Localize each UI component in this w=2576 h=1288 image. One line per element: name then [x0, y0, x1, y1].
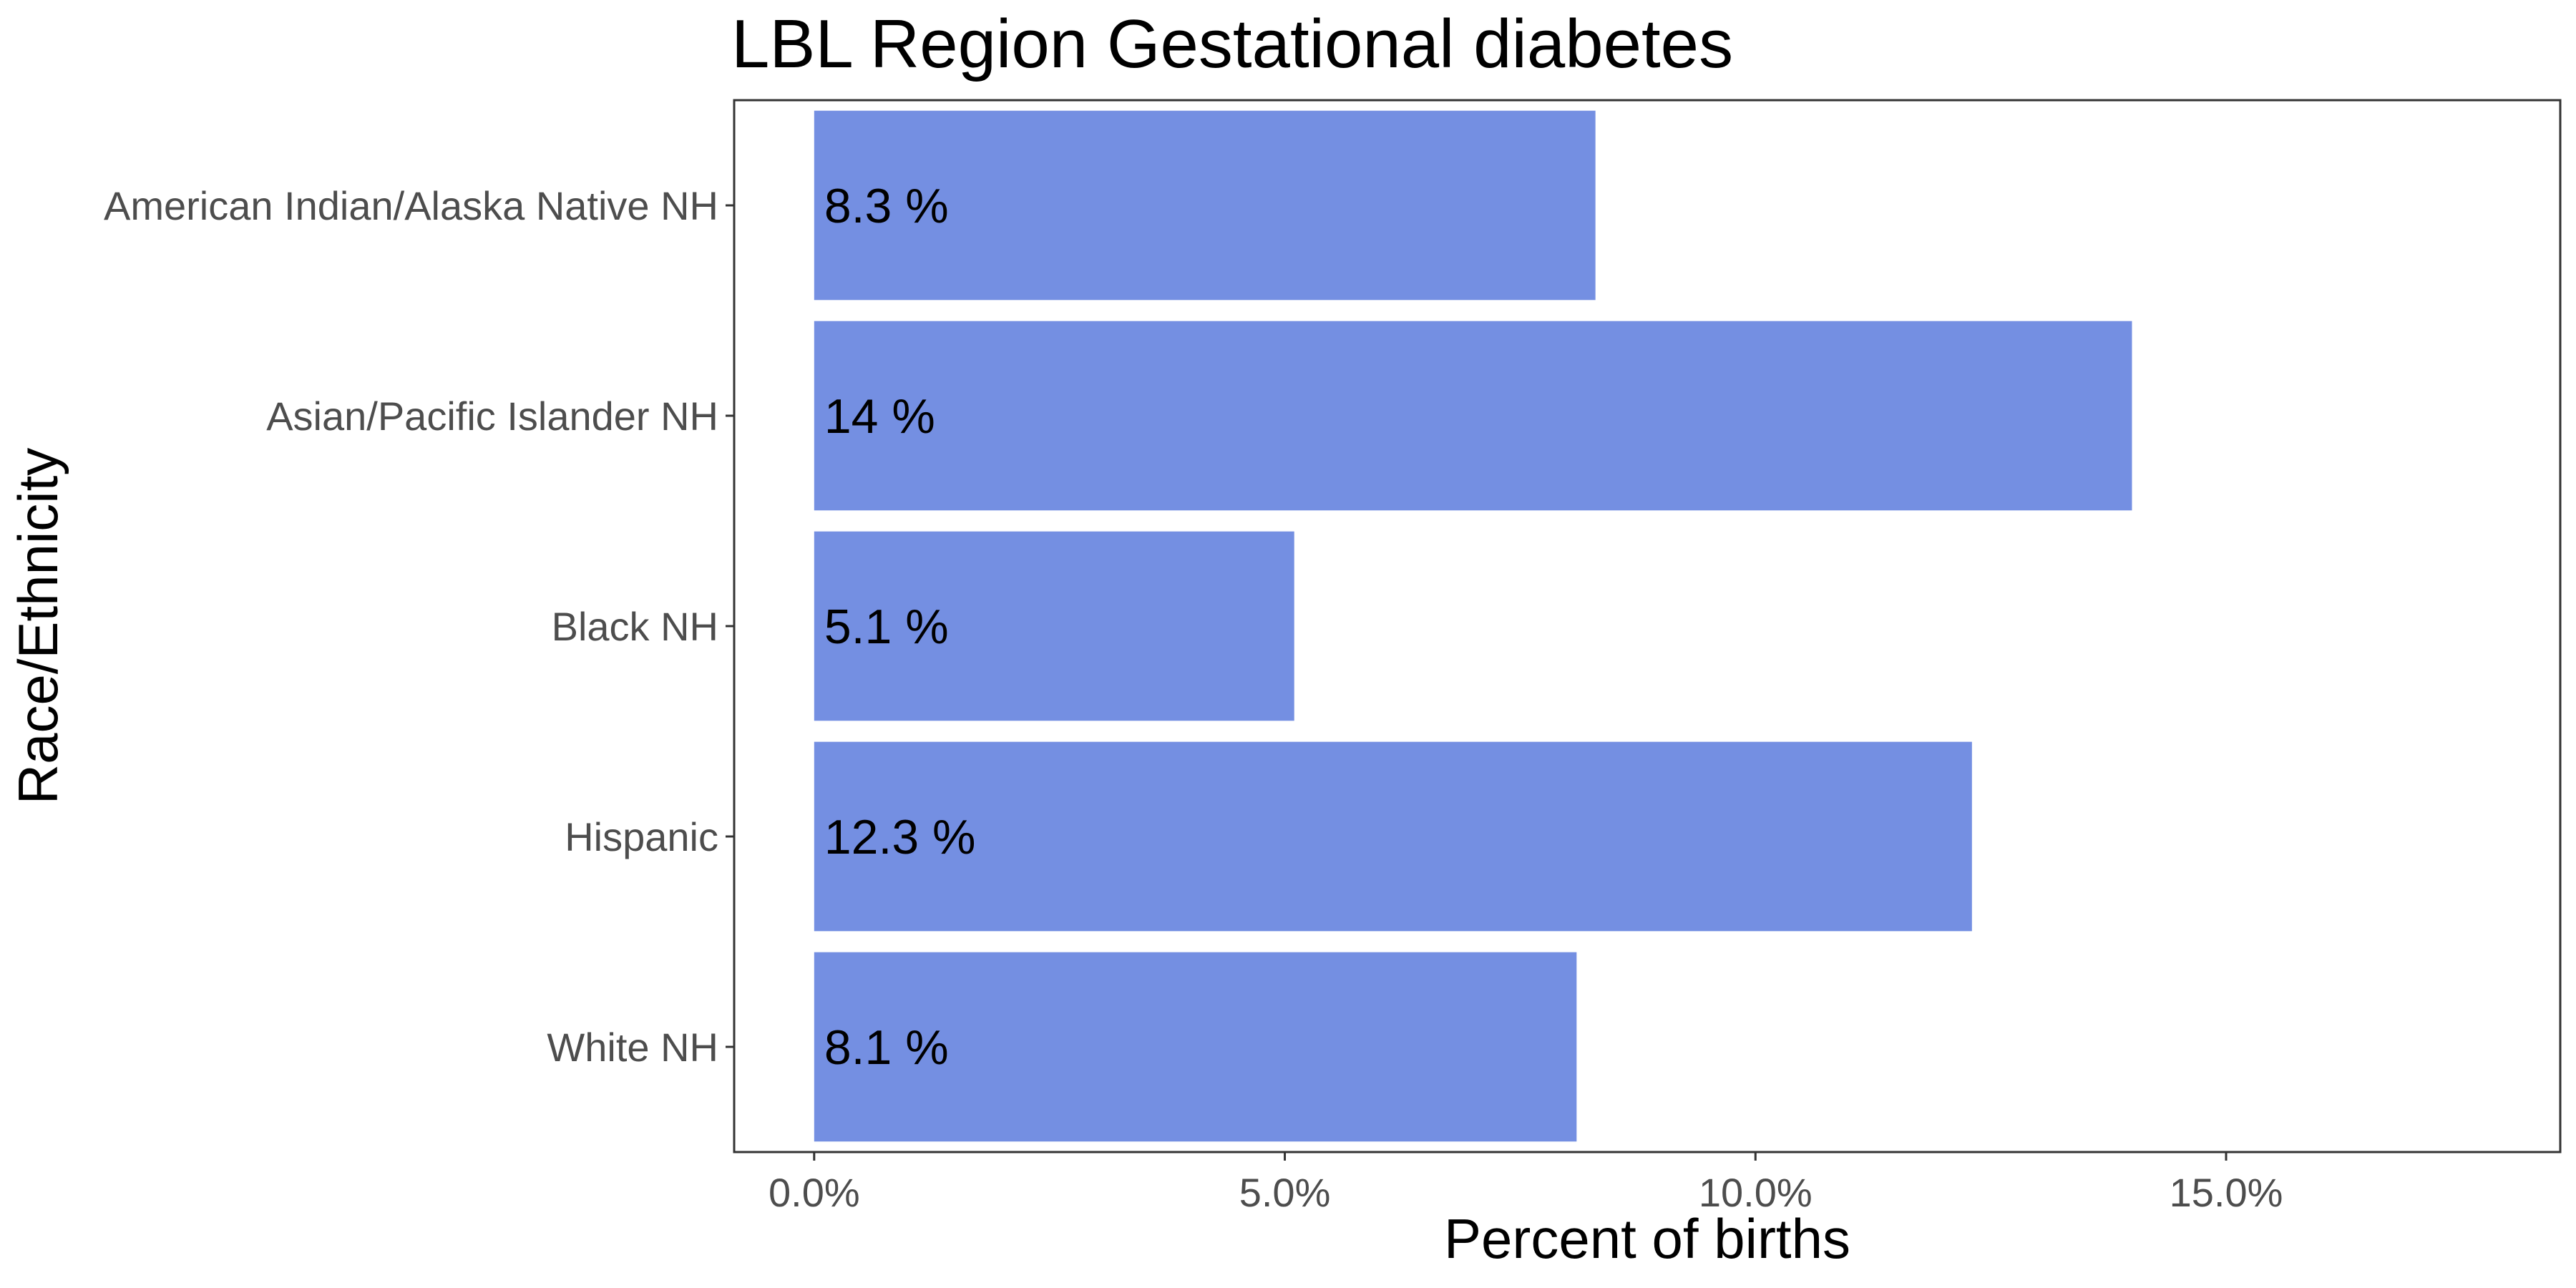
data-label-hispanic: 12.3 % [824, 810, 976, 864]
x-axis: 0.0% 5.0% 10.0% 15.0% [769, 1152, 2283, 1215]
data-label-white-nh: 8.1 % [824, 1020, 949, 1075]
data-label-asian-pacific-islander-nh: 14 % [824, 389, 935, 444]
bar-asian-pacific-islander-nh [814, 321, 2132, 511]
x-axis-title: Percent of births [1444, 1207, 1850, 1270]
x-tick-label: 5.0% [1239, 1170, 1331, 1215]
category-label-black-nh: Black NH [552, 604, 718, 649]
x-tick-label: 15.0% [2170, 1170, 2283, 1215]
bar-american-indian-alaska-native-nh [814, 110, 1596, 301]
category-label-american-indian-alaska-native-nh: American Indian/Alaska Native NH [104, 183, 718, 228]
data-label-black-nh: 5.1 % [824, 600, 949, 654]
x-tick-label: 0.0% [769, 1170, 860, 1215]
x-tick-label: 10.0% [1699, 1170, 1813, 1215]
chart-title: LBL Region Gestational diabetes [731, 6, 1733, 82]
bar-black-nh [814, 531, 1294, 721]
bars-layer: 8.3 % 14 % 5.1 % 12.3 % 8.1 % [814, 110, 2132, 1142]
bar-hispanic [814, 741, 1972, 932]
category-label-asian-pacific-islander-nh: Asian/Pacific Islander NH [266, 394, 718, 439]
y-axis-title: Race/Ethnicity [6, 448, 69, 805]
category-label-white-nh: White NH [547, 1025, 718, 1070]
category-label-hispanic: Hispanic [565, 814, 718, 859]
y-axis: American Indian/Alaska Native NH Asian/Pa… [104, 183, 734, 1070]
bar-white-nh [814, 952, 1577, 1142]
data-label-american-indian-alaska-native-nh: 8.3 % [824, 179, 949, 233]
